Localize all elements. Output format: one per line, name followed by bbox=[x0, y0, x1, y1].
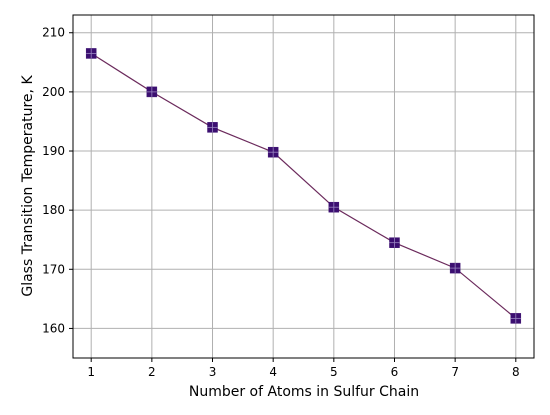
y-tick-label: 210 bbox=[42, 26, 65, 40]
data-point-8 bbox=[510, 313, 522, 324]
x-tick-label: 3 bbox=[209, 365, 217, 379]
data-point-3 bbox=[207, 122, 218, 133]
ticks bbox=[69, 32, 517, 362]
grid bbox=[73, 15, 534, 358]
series-line bbox=[90, 52, 517, 319]
y-tick-label: 180 bbox=[42, 203, 65, 217]
x-tick-label: 8 bbox=[512, 365, 520, 379]
data-point-2 bbox=[146, 86, 158, 98]
x-tick-label: 5 bbox=[330, 365, 338, 379]
markers bbox=[85, 48, 522, 324]
x-tick-label: 2 bbox=[148, 365, 156, 379]
y-axis-label: Glass Transition Temperature, K bbox=[20, 75, 36, 297]
x-tick-label: 6 bbox=[391, 365, 399, 379]
x-tick-label: 7 bbox=[451, 365, 459, 379]
x-tick-label: 1 bbox=[87, 365, 95, 379]
data-point-1 bbox=[85, 48, 97, 59]
tick-labels: 1 2 3 4 5 6 7 8 160 170 180 190 200 210 bbox=[42, 26, 520, 379]
y-tick-label: 160 bbox=[42, 321, 65, 335]
y-tick-label: 190 bbox=[42, 144, 65, 158]
data-point-4 bbox=[267, 146, 279, 158]
data-point-6 bbox=[389, 237, 400, 248]
data-point-7 bbox=[449, 262, 461, 274]
x-tick-label: 4 bbox=[269, 365, 277, 379]
y-tick-label: 200 bbox=[42, 85, 65, 99]
y-tick-label: 170 bbox=[42, 262, 65, 276]
x-axis-label: Number of Atoms in Sulfur Chain bbox=[189, 384, 419, 400]
plot-frame bbox=[72, 14, 535, 359]
data-point-5 bbox=[328, 201, 340, 213]
